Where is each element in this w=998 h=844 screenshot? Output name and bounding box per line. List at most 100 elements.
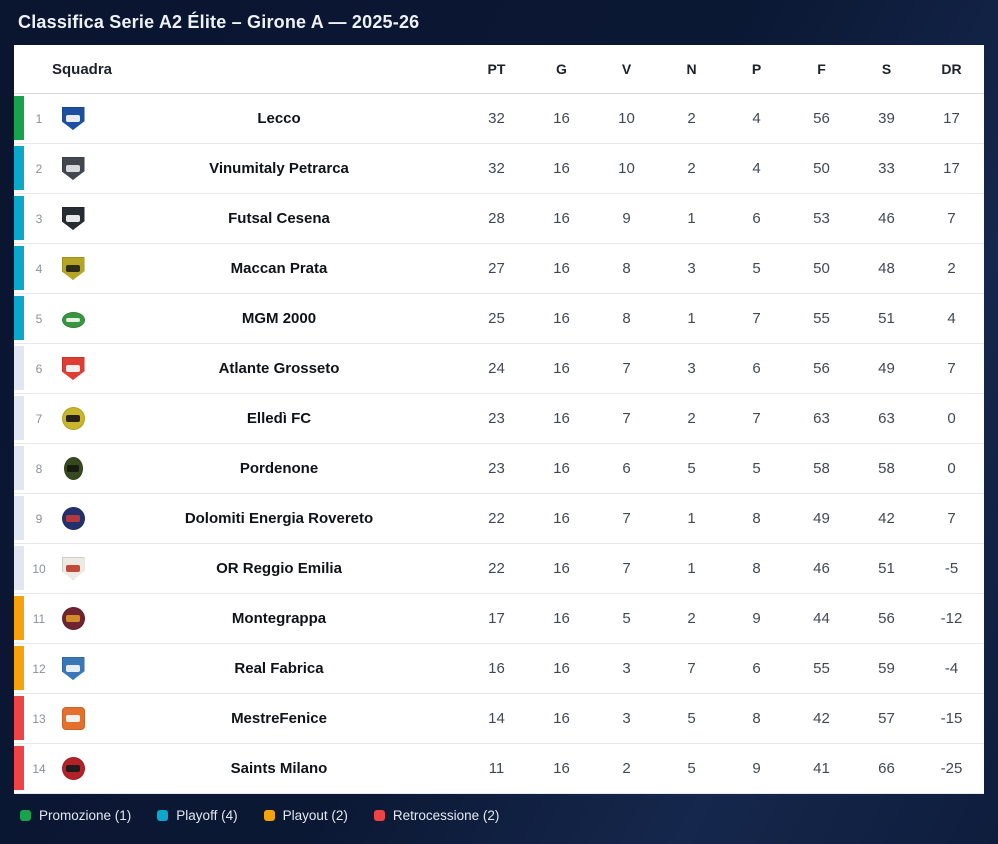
rank-number: 14 — [32, 761, 46, 776]
team-name: OR Reggio Emilia — [216, 560, 342, 577]
qualification-zone-bar — [14, 646, 24, 690]
stat-value: 0 — [947, 410, 956, 427]
stat-value: 2 — [622, 760, 631, 777]
stat-value: 9 — [752, 610, 761, 627]
rank-number: 12 — [32, 661, 46, 676]
stat-value: 23 — [488, 410, 505, 427]
stat-value: -5 — [944, 560, 959, 577]
saints-milano-badge — [61, 757, 85, 780]
stat-value: 5 — [687, 710, 696, 727]
stat-value: 39 — [878, 110, 895, 127]
stat-value: 27 — [488, 260, 505, 277]
maccan-prata-badge — [61, 257, 85, 280]
standings-table: Squadra PT G V N P F S DR 1 Lecco 32 16 10 2 4 56 39 1… — [14, 45, 984, 794]
stat-value: 16 — [553, 660, 570, 677]
rank-number: 2 — [35, 161, 43, 176]
stat-value: 9 — [752, 760, 761, 777]
stat-value: 7 — [622, 410, 631, 427]
stat-value: 7 — [622, 560, 631, 577]
mgm-2000-badge — [61, 312, 85, 328]
stat-value: 56 — [813, 110, 830, 127]
qualification-zone-bar — [14, 696, 24, 740]
stat-value: 7 — [947, 210, 956, 227]
stat-value: 46 — [813, 560, 830, 577]
table-body: 1 Lecco 32 16 10 2 4 56 39 17 2 Vinumitaly Petr… — [14, 94, 984, 794]
table-row: 12 Real Fabrica 16 16 3 7 6 55 59 -4 — [14, 644, 984, 694]
team-logo — [54, 707, 92, 730]
atlante-grosseto-badge — [61, 357, 85, 380]
stat-value: 32 — [488, 160, 505, 177]
rank-number: 11 — [32, 611, 46, 626]
stat-value: 7 — [687, 660, 696, 677]
team-name: MGM 2000 — [241, 310, 317, 327]
team-logo — [54, 457, 92, 480]
table-row: 10 OR Reggio Emilia 22 16 7 1 8 46 51 -5 — [14, 544, 984, 594]
team-name: Montegrappa — [231, 610, 327, 627]
stat-value: 16 — [553, 210, 570, 227]
stat-value: 16 — [553, 310, 570, 327]
stat-value: 51 — [878, 310, 895, 327]
stat-value: 5 — [752, 460, 761, 477]
team-logo — [54, 207, 92, 230]
rank-number: 10 — [32, 561, 46, 576]
stat-value: -4 — [944, 660, 959, 677]
stat-value: 2 — [687, 410, 696, 427]
stat-value: 3 — [687, 260, 696, 277]
column-header-g: G — [556, 61, 567, 77]
stat-value: 16 — [553, 560, 570, 577]
rank-number: 13 — [32, 711, 46, 726]
stat-value: 8 — [752, 510, 761, 527]
stat-value: 56 — [878, 610, 895, 627]
team-name: Lecco — [257, 110, 301, 127]
column-header-p: P — [751, 61, 762, 77]
legend: Promozione (1) Playoff (4) Playout (2) Retr… — [14, 794, 984, 823]
stat-value: 59 — [878, 660, 895, 677]
column-header-pt: PT — [487, 61, 506, 77]
stat-value: 9 — [622, 210, 631, 227]
real-fabrica-badge — [61, 657, 85, 680]
stat-value: 7 — [752, 310, 761, 327]
table-row: 13 MestreFenice 14 16 3 5 8 42 57 -15 — [14, 694, 984, 744]
lecco-badge — [61, 107, 85, 130]
team-logo — [54, 257, 92, 280]
stat-value: 2 — [687, 160, 696, 177]
stat-value: 48 — [878, 260, 895, 277]
pordenone-badge — [63, 457, 83, 480]
table-header-row: Squadra PT G V N P F S DR — [14, 45, 984, 94]
stat-value: 53 — [813, 210, 830, 227]
stat-value: 50 — [813, 260, 830, 277]
stat-value: 4 — [752, 110, 761, 127]
stat-value: 4 — [947, 310, 956, 327]
stat-value: 63 — [813, 410, 830, 427]
column-header-n: N — [686, 61, 697, 77]
stat-value: 1 — [687, 210, 696, 227]
stat-value: 17 — [488, 610, 505, 627]
stat-value: 1 — [687, 310, 696, 327]
qualification-zone-bar — [14, 346, 24, 390]
qualification-zone-bar — [14, 546, 24, 590]
elledi-fc-badge — [61, 407, 85, 430]
team-name: Real Fabrica — [234, 660, 324, 677]
stat-value: -25 — [940, 760, 963, 777]
team-name: Vinumitaly Petrarca — [209, 160, 349, 177]
stat-value: 10 — [618, 110, 635, 127]
team-name: Elledì FC — [246, 410, 312, 427]
stat-value: 22 — [488, 560, 505, 577]
mestrefenice-badge — [61, 707, 85, 730]
team-logo — [54, 657, 92, 680]
table-row: 14 Saints Milano 11 16 2 5 9 41 66 -25 — [14, 744, 984, 794]
table-row: 11 Montegrappa 17 16 5 2 9 44 56 -12 — [14, 594, 984, 644]
rank-number: 8 — [35, 461, 43, 476]
table-row: 3 Futsal Cesena 28 16 9 1 6 53 46 7 — [14, 194, 984, 244]
rank-number: 7 — [35, 411, 43, 426]
team-name: Saints Milano — [230, 760, 328, 777]
rank-number: 1 — [35, 111, 43, 126]
stat-value: 42 — [878, 510, 895, 527]
rank-number: 3 — [35, 211, 43, 226]
stat-value: 3 — [687, 360, 696, 377]
table-row: 2 Vinumitaly Petrarca 32 16 10 2 4 50 33 17 — [14, 144, 984, 194]
column-header-f: F — [817, 61, 826, 77]
qualification-zone-bar — [14, 146, 24, 190]
table-row: 4 Maccan Prata 27 16 8 3 5 50 48 2 — [14, 244, 984, 294]
stat-value: 66 — [878, 760, 895, 777]
